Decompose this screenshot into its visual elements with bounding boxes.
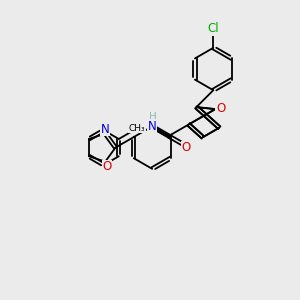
Text: O: O [216,102,225,115]
Text: N: N [148,120,157,133]
Text: N: N [101,123,110,136]
Text: Cl: Cl [208,22,219,35]
Text: O: O [102,160,111,173]
Text: H: H [149,112,157,122]
Text: CH₃: CH₃ [129,124,146,133]
Text: O: O [182,141,191,154]
